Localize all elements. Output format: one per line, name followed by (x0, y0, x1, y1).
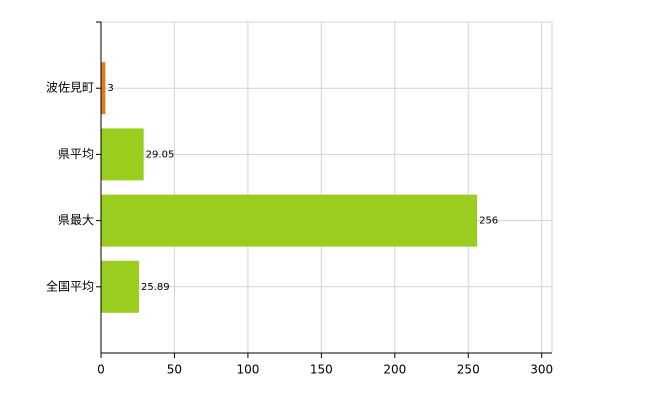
y-tick-label: 全国平均 (46, 278, 94, 293)
y-tick-label: 波佐見町 (46, 81, 94, 95)
x-tick-label: 200 (383, 363, 406, 377)
x-tick-label: 50 (167, 363, 182, 377)
bar (101, 128, 144, 181)
x-tick-label: 100 (236, 363, 259, 377)
bar (101, 62, 106, 115)
y-tick-label: 県平均 (58, 147, 94, 161)
y-tick-label: 県最大 (58, 213, 94, 227)
value-label: 29.05 (146, 149, 175, 160)
value-label: 256 (479, 216, 498, 227)
x-tick-label: 250 (457, 363, 480, 377)
x-tick-label: 150 (310, 363, 333, 377)
value-label: 25.89 (141, 282, 170, 293)
bar (101, 260, 140, 313)
value-label: 3 (107, 83, 113, 94)
x-tick-label: 300 (530, 363, 553, 377)
bar (101, 194, 478, 247)
x-tick-label: 0 (97, 363, 105, 377)
